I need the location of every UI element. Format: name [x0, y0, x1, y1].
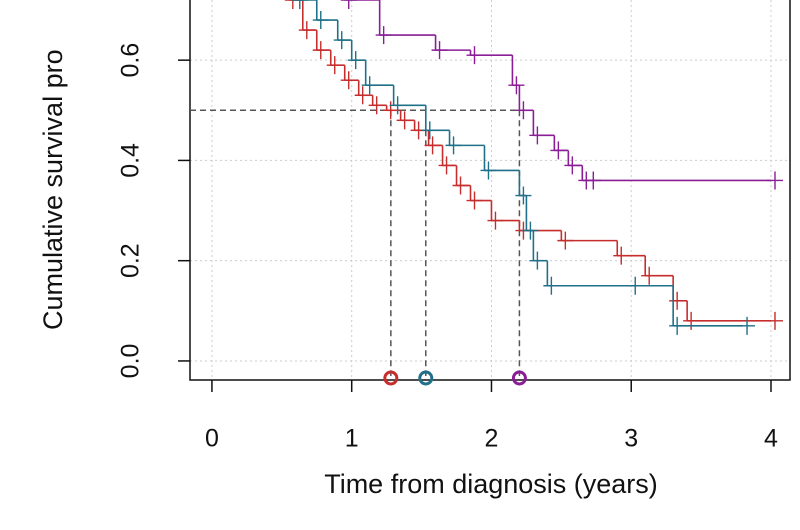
censor-mark	[739, 316, 756, 335]
censor-mark	[396, 111, 413, 130]
x-axis-label: Time from diagnosis (years)	[324, 469, 658, 499]
censor-mark	[361, 76, 378, 95]
x-tick-label: 3	[624, 425, 638, 453]
censor-mark	[466, 191, 483, 210]
x-tick-label: 2	[485, 425, 499, 453]
censor-mark	[298, 21, 315, 40]
censor-mark	[529, 251, 546, 270]
censor-mark	[557, 231, 574, 250]
censor-mark	[585, 171, 602, 190]
censor-mark	[522, 221, 539, 240]
censor-mark	[766, 311, 783, 330]
censor-mark	[340, 0, 357, 9]
censor-mark	[641, 266, 658, 285]
censor-mark	[683, 311, 700, 330]
y-tick-label: 0.0	[117, 344, 145, 379]
censor-mark	[284, 0, 301, 9]
y-tick-label: 0.2	[117, 243, 145, 278]
plot-frame	[189, 0, 791, 381]
censor-mark	[312, 11, 329, 30]
censor-mark	[452, 176, 469, 195]
censor-mark	[333, 31, 350, 50]
censor-mark	[431, 41, 448, 60]
censor-mark	[766, 171, 783, 190]
censor-mark	[382, 101, 399, 120]
censor-mark	[466, 46, 483, 65]
censor-mark	[613, 246, 630, 265]
x-tick-label: 0	[205, 425, 219, 453]
y-axis-label: Cumulative survival pro	[38, 49, 68, 330]
median-marker	[383, 370, 399, 386]
censor-mark	[368, 96, 385, 115]
censor-mark	[515, 186, 532, 205]
censor-mark	[424, 136, 441, 155]
x-tick-label: 1	[345, 425, 359, 453]
censor-mark	[480, 161, 497, 180]
censor-mark	[291, 0, 308, 9]
censor-mark	[445, 136, 462, 155]
median-marker	[511, 370, 527, 386]
median-marker	[418, 370, 434, 386]
censor-mark	[529, 126, 546, 145]
censor-mark	[340, 71, 357, 90]
censor-mark	[550, 141, 567, 160]
censor-mark	[326, 56, 343, 75]
censor-mark	[389, 96, 406, 115]
censor-mark	[627, 276, 644, 295]
censor-mark	[438, 156, 455, 175]
censor-mark	[564, 156, 581, 175]
censor-mark	[354, 86, 371, 105]
censor-mark	[543, 276, 560, 295]
y-tick-label: 0.6	[117, 43, 145, 78]
censor-mark	[669, 316, 686, 335]
censor-mark	[375, 26, 392, 45]
x-tick-label: 4	[764, 425, 778, 453]
y-tick-label: 0.4	[117, 143, 145, 178]
censor-mark	[669, 291, 686, 310]
censor-mark	[487, 211, 504, 230]
censor-mark	[312, 41, 329, 60]
censor-mark	[421, 121, 438, 140]
censor-mark	[508, 76, 525, 95]
censor-mark	[515, 101, 532, 120]
censor-mark	[347, 51, 364, 70]
